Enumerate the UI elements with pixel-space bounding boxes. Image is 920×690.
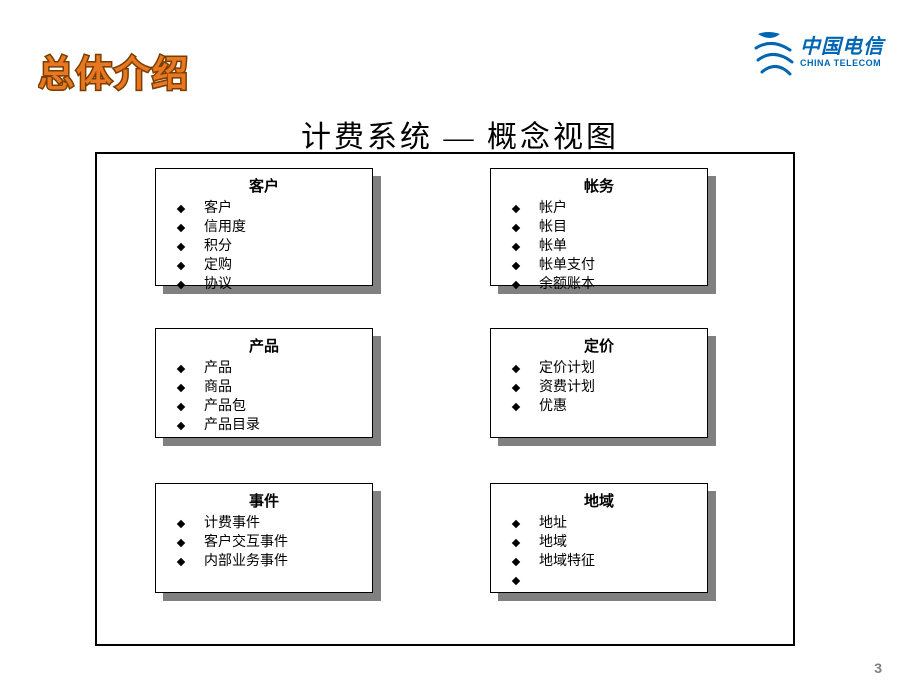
card-list: 定价计划资费计划优惠 — [505, 360, 693, 417]
list-item: 客户 — [170, 200, 358, 219]
logo: 中国电信 CHINA TELECOM — [752, 28, 884, 76]
logo-text-en: CHINA TELECOM — [800, 59, 884, 68]
title-svg: 总体介绍 — [38, 52, 258, 98]
card-event: 事件计费事件客户交互事件内部业务事件 — [155, 483, 373, 593]
list-item: 信用度 — [170, 219, 358, 238]
page-title: 总体介绍 — [38, 52, 258, 107]
list-item: 产品 — [170, 360, 358, 379]
card-face: 产品产品商品产品包产品目录 — [155, 328, 373, 438]
card-list: 产品商品产品包产品目录 — [170, 360, 358, 436]
card-region: 地域地址地域地域特征 — [490, 483, 708, 593]
card-face: 地域地址地域地域特征 — [490, 483, 708, 593]
list-item: 客户交互事件 — [170, 534, 358, 553]
list-item: 产品包 — [170, 398, 358, 417]
list-item: 帐目 — [505, 219, 693, 238]
list-item: 地址 — [505, 515, 693, 534]
card-list: 地址地域地域特征 — [505, 515, 693, 572]
list-item: 商品 — [170, 379, 358, 398]
logo-text-cn: 中国电信 — [800, 37, 884, 57]
card-title: 定价 — [505, 335, 693, 356]
list-item: 地域 — [505, 534, 693, 553]
list-item: 资费计划 — [505, 379, 693, 398]
card-face: 定价定价计划资费计划优惠 — [490, 328, 708, 438]
card-customer: 客户客户信用度积分定购协议 — [155, 168, 373, 286]
list-item: 帐单 — [505, 238, 693, 257]
card-list: 帐户帐目帐单帐单支付余额账本 — [505, 200, 693, 294]
card-list: 计费事件客户交互事件内部业务事件 — [170, 515, 358, 572]
list-item: 优惠 — [505, 398, 693, 417]
list-item: 积分 — [170, 238, 358, 257]
list-item: 产品目录 — [170, 417, 358, 436]
diagram-subtitle: 计费系统 — 概念视图 — [0, 112, 920, 156]
list-item: 计费事件 — [170, 515, 358, 534]
page-number: 3 — [874, 660, 882, 676]
list-item: 帐单支付 — [505, 257, 693, 276]
svg-text:总体介绍: 总体介绍 — [38, 53, 190, 94]
card-product: 产品产品商品产品包产品目录 — [155, 328, 373, 438]
list-item: 内部业务事件 — [170, 553, 358, 572]
list-item: 协议 — [170, 276, 358, 295]
card-list: 客户信用度积分定购协议 — [170, 200, 358, 294]
card-title: 产品 — [170, 335, 358, 356]
telecom-logo-icon — [752, 28, 794, 76]
list-item: 定价计划 — [505, 360, 693, 379]
card-pricing: 定价定价计划资费计划优惠 — [490, 328, 708, 438]
card-face: 事件计费事件客户交互事件内部业务事件 — [155, 483, 373, 593]
logo-text: 中国电信 CHINA TELECOM — [800, 37, 884, 68]
card-title: 事件 — [170, 490, 358, 511]
list-item: 余额账本 — [505, 276, 693, 295]
card-account: 帐务帐户帐目帐单帐单支付余额账本 — [490, 168, 708, 286]
card-title: 客户 — [170, 175, 358, 196]
list-item: 定购 — [170, 257, 358, 276]
list-item: 帐户 — [505, 200, 693, 219]
card-face: 客户客户信用度积分定购协议 — [155, 168, 373, 286]
card-face: 帐务帐户帐目帐单帐单支付余额账本 — [490, 168, 708, 286]
card-title: 帐务 — [505, 175, 693, 196]
list-item: 地域特征 — [505, 553, 693, 572]
card-title: 地域 — [505, 490, 693, 511]
